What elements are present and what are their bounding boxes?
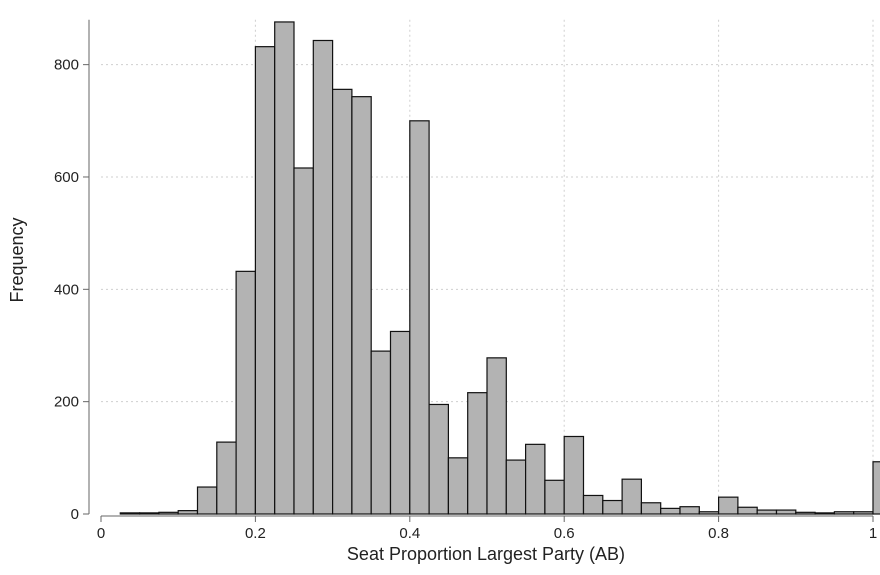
y-tick-label: 0 [71,506,79,523]
histogram-bar [486,357,507,515]
x-tick-label: 0.6 [554,525,575,542]
histogram-bar [428,403,450,515]
histogram-bar [853,511,874,515]
histogram-bar [409,120,430,515]
x-axis-ticks: 0 0.2 0.4 0.6 0.8 1 [97,516,877,542]
histogram-bar [602,499,623,515]
histogram-bar [351,96,372,515]
histogram-bar [660,507,681,515]
histogram-bar [544,479,565,515]
histogram-bar [158,511,179,515]
y-axis-ticks: 0 200 400 600 800 [54,57,89,523]
histogram-bar [293,167,314,515]
histogram-bar [196,486,218,515]
histogram-bar [370,350,392,515]
histogram-bar [717,496,739,515]
histogram-bar [640,502,662,515]
histogram-bar [505,459,527,515]
histogram-bar [274,21,295,515]
y-tick-label: 200 [54,394,79,411]
histogram-bar [814,512,835,515]
x-tick-label: 0.2 [245,525,266,542]
histogram-bar [312,39,334,515]
histogram-bar [216,441,237,515]
histogram-bar [872,461,880,515]
histogram-bar [119,512,141,515]
y-tick-label: 600 [54,169,79,186]
histogram-bar [467,392,488,515]
histogram-bar [582,494,604,515]
histogram-bars [119,21,880,515]
histogram-bar [235,270,257,515]
histogram-bar [795,511,816,515]
histogram-bar [621,478,642,515]
x-tick-label: 1 [869,525,877,542]
histogram-bar [524,443,546,515]
y-tick-label: 400 [54,281,79,298]
histogram-bar [447,457,469,515]
y-tick-label: 800 [54,57,79,74]
histogram-bar [332,88,353,515]
histogram-bar [833,511,855,515]
x-axis-title: Seat Proportion Largest Party (AB) [347,544,625,564]
histogram-bar [389,330,411,515]
histogram-bar [756,509,778,515]
histogram-bar [698,511,720,515]
axes [88,19,873,517]
histogram-bar [737,506,758,515]
histogram-bar [177,510,199,515]
x-tick-label: 0.4 [399,525,420,542]
histogram-bar [254,46,276,515]
x-tick-label: 0 [97,525,105,542]
histogram-bar [775,509,797,515]
histogram-bar [563,435,585,515]
y-axis-title: Frequency [7,217,27,302]
histogram-bar [139,512,160,515]
histogram-bar [679,506,700,515]
x-tick-label: 0.8 [708,525,729,542]
